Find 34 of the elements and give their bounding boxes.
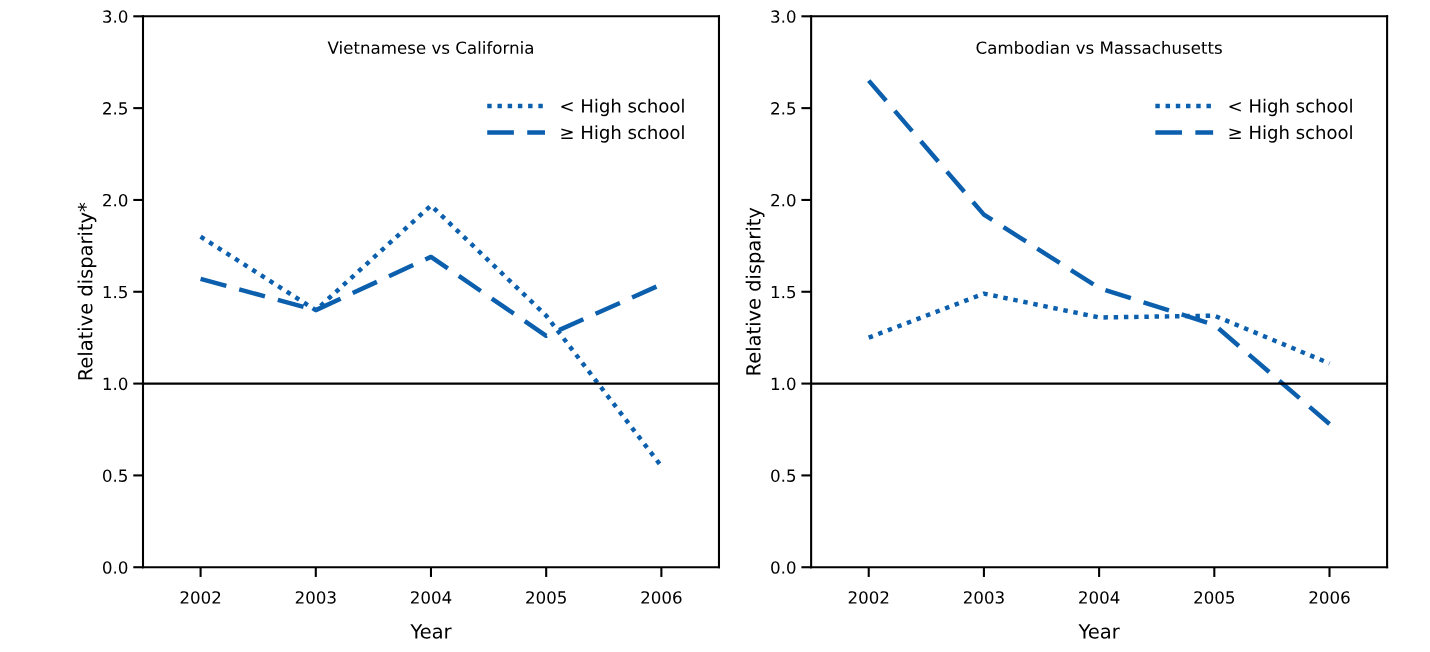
x-tick-label: 2006 <box>1309 591 1350 604</box>
x-tick-label: 2002 <box>848 591 889 604</box>
x-tick-label: 2003 <box>963 591 1004 604</box>
x-tick-label: 2003 <box>295 591 336 604</box>
y-axis-title: Relative disparity* <box>77 202 97 380</box>
x-tick-label: 2005 <box>1194 591 1235 604</box>
x-tick-label: 2002 <box>180 591 221 604</box>
text: Cambodian vs Massachusetts <box>976 41 1222 54</box>
y-tick-label: 0.5 <box>103 469 127 482</box>
y-tick-label: 1.0 <box>103 377 128 391</box>
y-tick-label: 3.0 <box>103 10 128 23</box>
y-tick-label: 1.5 <box>771 285 796 299</box>
y-tick-label: 2.5 <box>103 102 127 115</box>
legend-label: ≥ High school <box>1229 125 1352 143</box>
y-tick-label: 1.0 <box>771 377 796 391</box>
y-tick-label: 2.5 <box>771 102 796 115</box>
x-tick-label: 2004 <box>411 591 452 604</box>
y-tick-label: 2.0 <box>103 193 128 207</box>
legend-label: ≥ High school <box>561 125 684 143</box>
text: Vietnamese vs California <box>327 41 533 54</box>
legend-label: < High school <box>561 98 684 117</box>
y-axis-title: Relative disparity <box>745 207 765 375</box>
y-tick-label: 2.0 <box>771 193 796 207</box>
y-tick-label: 0.0 <box>771 561 796 574</box>
x-tick-label: 2005 <box>526 591 566 604</box>
x-axis-title: Year <box>410 624 452 639</box>
y-tick-label: 0.0 <box>103 561 128 574</box>
y-tick-label: 0.5 <box>771 469 796 482</box>
x-tick-label: 2006 <box>641 591 682 604</box>
x-axis-title: Year <box>1078 624 1120 639</box>
x-tick-label: 2004 <box>1079 591 1120 604</box>
legend-label: < High school <box>1229 98 1352 117</box>
y-tick-label: 1.5 <box>103 285 127 299</box>
y-tick-label: 3.0 <box>771 10 796 23</box>
